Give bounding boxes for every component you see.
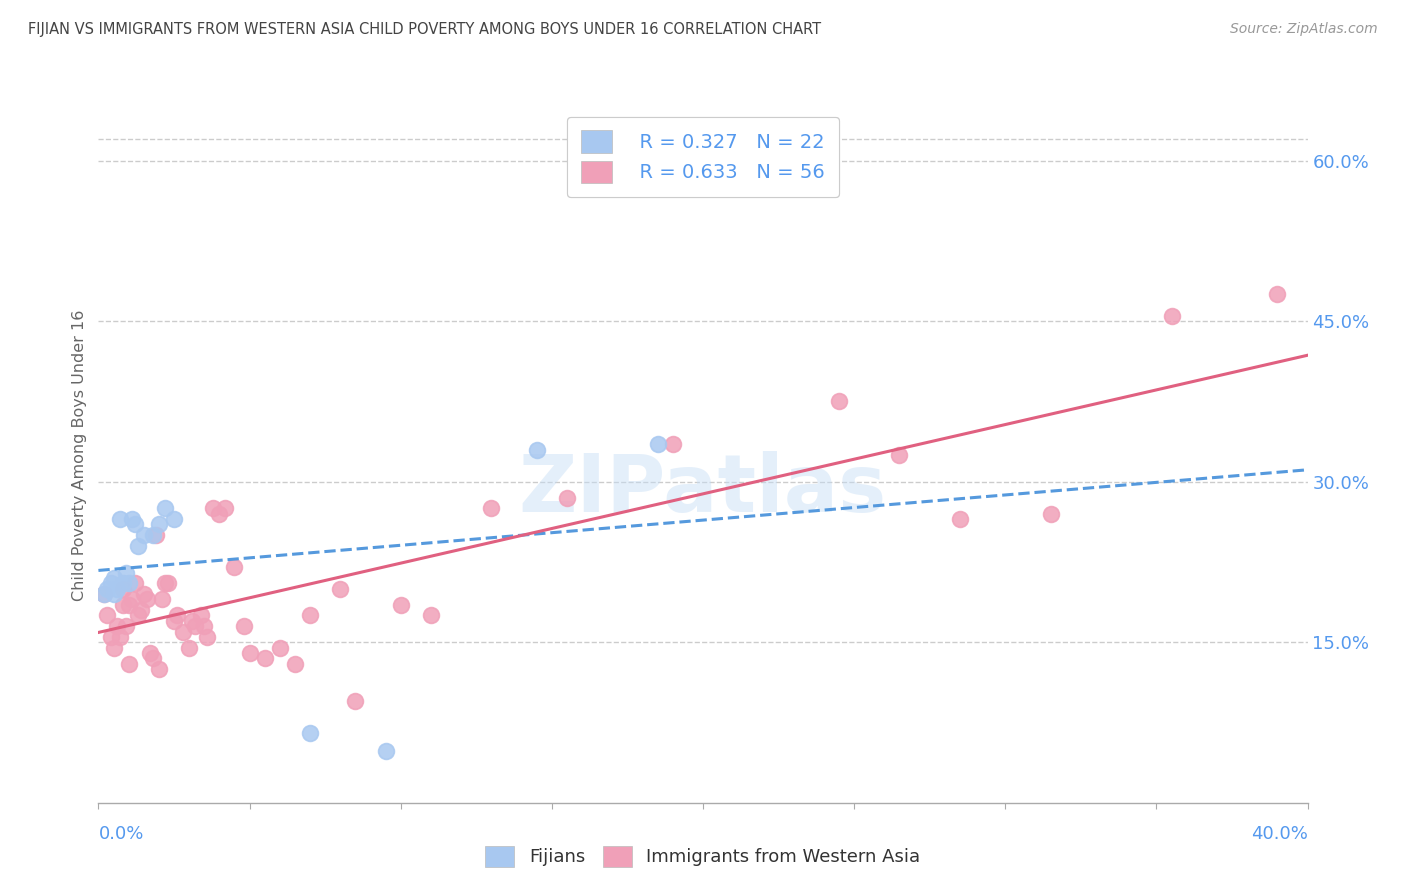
Point [142,528,165,542]
Point [114,619,136,633]
Point [103,571,125,585]
Point [93,587,115,601]
Point [111,598,134,612]
Point [202,501,225,516]
Point [163,614,186,628]
Point [127,539,149,553]
Point [374,744,396,758]
Point [828,394,851,409]
Point [299,726,322,740]
Point [96,608,118,623]
Point [526,442,548,457]
Point [224,560,246,574]
Point [100,576,122,591]
Point [93,587,115,601]
Point [142,651,165,665]
Point [96,582,118,596]
Text: FIJIAN VS IMMIGRANTS FROM WESTERN ASIA CHILD POVERTY AMONG BOYS UNDER 16 CORRELA: FIJIAN VS IMMIGRANTS FROM WESTERN ASIA C… [28,22,821,37]
Point [172,624,194,639]
Point [132,528,155,542]
Point [148,662,170,676]
Point [195,630,218,644]
Text: 40.0%: 40.0% [1251,825,1308,843]
Point [105,619,128,633]
Point [108,512,131,526]
Point [103,640,125,655]
Point [103,587,125,601]
Point [127,608,149,623]
Point [135,592,157,607]
Point [118,598,141,612]
Point [132,587,155,601]
Point [145,528,167,542]
Point [208,507,231,521]
Point [284,657,307,671]
Point [163,512,186,526]
Point [1039,507,1062,521]
Point [148,517,170,532]
Point [239,646,262,660]
Point [111,582,134,596]
Point [124,517,146,532]
Y-axis label: Child Poverty Among Boys Under 16: Child Poverty Among Boys Under 16 [72,310,87,600]
Point [555,491,578,505]
Point [299,608,322,623]
Point [214,501,236,516]
Point [1267,287,1289,301]
Point [179,640,201,655]
Point [253,651,276,665]
Point [156,576,179,591]
Point [889,448,911,462]
Legend:   R = 0.327   N = 22,   R = 0.633   N = 56: R = 0.327 N = 22, R = 0.633 N = 56 [567,117,839,196]
Point [269,640,291,655]
Point [181,614,204,628]
Point [184,619,207,633]
Point [150,592,173,607]
Point [647,437,669,451]
Point [344,694,367,708]
Point [420,608,443,623]
Point [111,576,134,591]
Point [153,501,176,516]
Point [190,608,212,623]
Point [389,598,412,612]
Text: 0.0%: 0.0% [98,825,143,843]
Point [114,566,136,580]
Point [121,512,143,526]
Point [232,619,254,633]
Point [166,608,188,623]
Text: Source: ZipAtlas.com: Source: ZipAtlas.com [1230,22,1378,37]
Point [108,630,131,644]
Point [118,576,141,591]
Point [100,630,122,644]
Point [105,582,128,596]
Point [139,646,162,660]
Point [949,512,972,526]
Point [124,576,146,591]
Point [662,437,685,451]
Text: ZIPatlas: ZIPatlas [519,450,887,529]
Point [118,657,141,671]
Point [329,582,352,596]
Point [1160,309,1182,323]
Legend: Fijians, Immigrants from Western Asia: Fijians, Immigrants from Western Asia [478,838,928,874]
Point [153,576,176,591]
Point [121,592,143,607]
Point [193,619,215,633]
Point [129,603,152,617]
Point [481,501,503,516]
